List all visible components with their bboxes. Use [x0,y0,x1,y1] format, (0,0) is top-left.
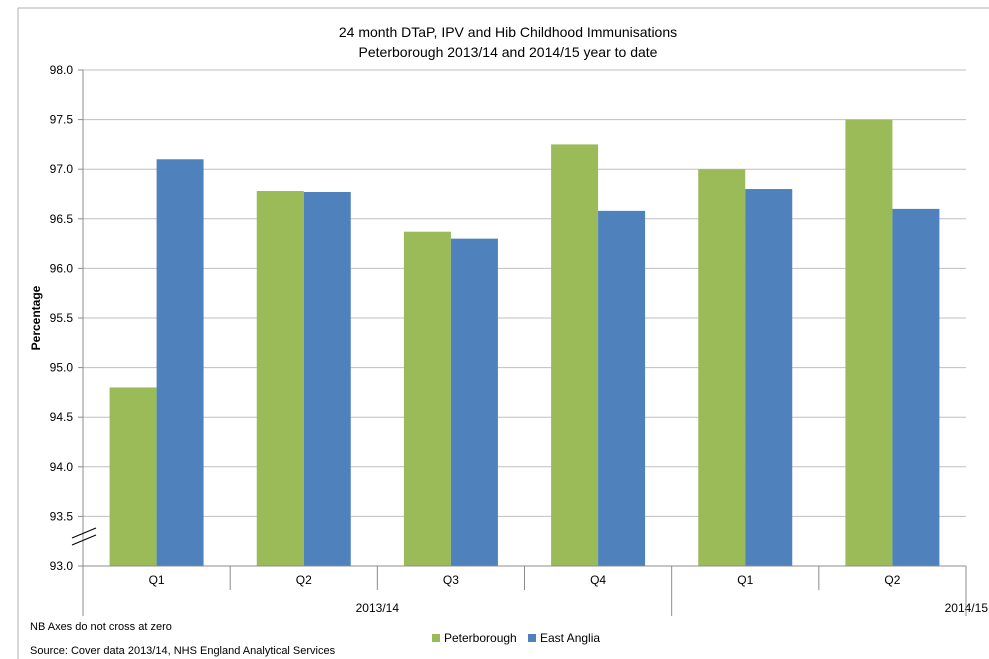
y-tick-label: 94.0 [50,460,74,474]
y-tick-label: 93.5 [50,509,74,523]
y-tick-label: 95.0 [50,361,74,375]
y-tick-label: 96.0 [50,261,74,275]
x-tick-label: Q1 [737,573,753,587]
bar-east-anglia [892,208,940,566]
chart-subtitle: Peterborough 2013/14 and 2014/15 year to… [359,44,658,60]
axis-note: NB Axes do not cross at zero [30,621,172,633]
bar-peterborough [403,231,451,567]
bar-peterborough [698,169,746,566]
y-tick-label: 98.0 [50,63,74,77]
y-tick-labels: 93.0 93.5 94.0 94.5 95.0 95.5 96.0 96.5 97.0 97.5… [50,63,74,573]
y-axis-label: Percentage [29,285,43,350]
legend: Peterborough East Anglia [432,631,600,645]
x-tick-label: Q2 [884,573,900,587]
bars [109,119,940,567]
bar-peterborough [256,191,304,567]
legend-label: Peterborough [444,631,517,645]
bar-east-anglia [303,192,351,567]
y-tick-label: 93.0 [50,559,74,573]
legend-swatch-east-anglia [528,634,536,642]
y-tick-label: 97.0 [50,162,74,176]
x-tick-label: Q3 [443,573,459,587]
bar-east-anglia [745,189,793,567]
axis-break-mark [71,527,97,546]
bar-peterborough [109,387,157,566]
bar-peterborough [551,144,599,566]
legend-swatch-peterborough [432,634,440,642]
bar-east-anglia [450,238,498,566]
gridlines [78,69,966,567]
x-tick-label: Q1 [149,573,165,587]
bar-east-anglia [156,159,204,566]
y-tick-label: 94.5 [50,410,74,424]
chart-title: 24 month DTaP, IPV and Hib Childhood Imm… [339,24,677,40]
y-tick-label: 95.5 [50,311,74,325]
legend-label: East Anglia [540,631,600,645]
x-tick-label: Q4 [590,573,606,587]
source-note: Source: Cover data 2013/14, NHS England … [30,645,336,657]
y-tick-label: 96.5 [50,212,74,226]
bar-peterborough [845,119,893,566]
bar-east-anglia [598,210,646,566]
group-label: 2013/14 [356,601,400,615]
x-tick-label: Q2 [296,573,312,587]
y-tick-label: 97.5 [50,113,74,127]
